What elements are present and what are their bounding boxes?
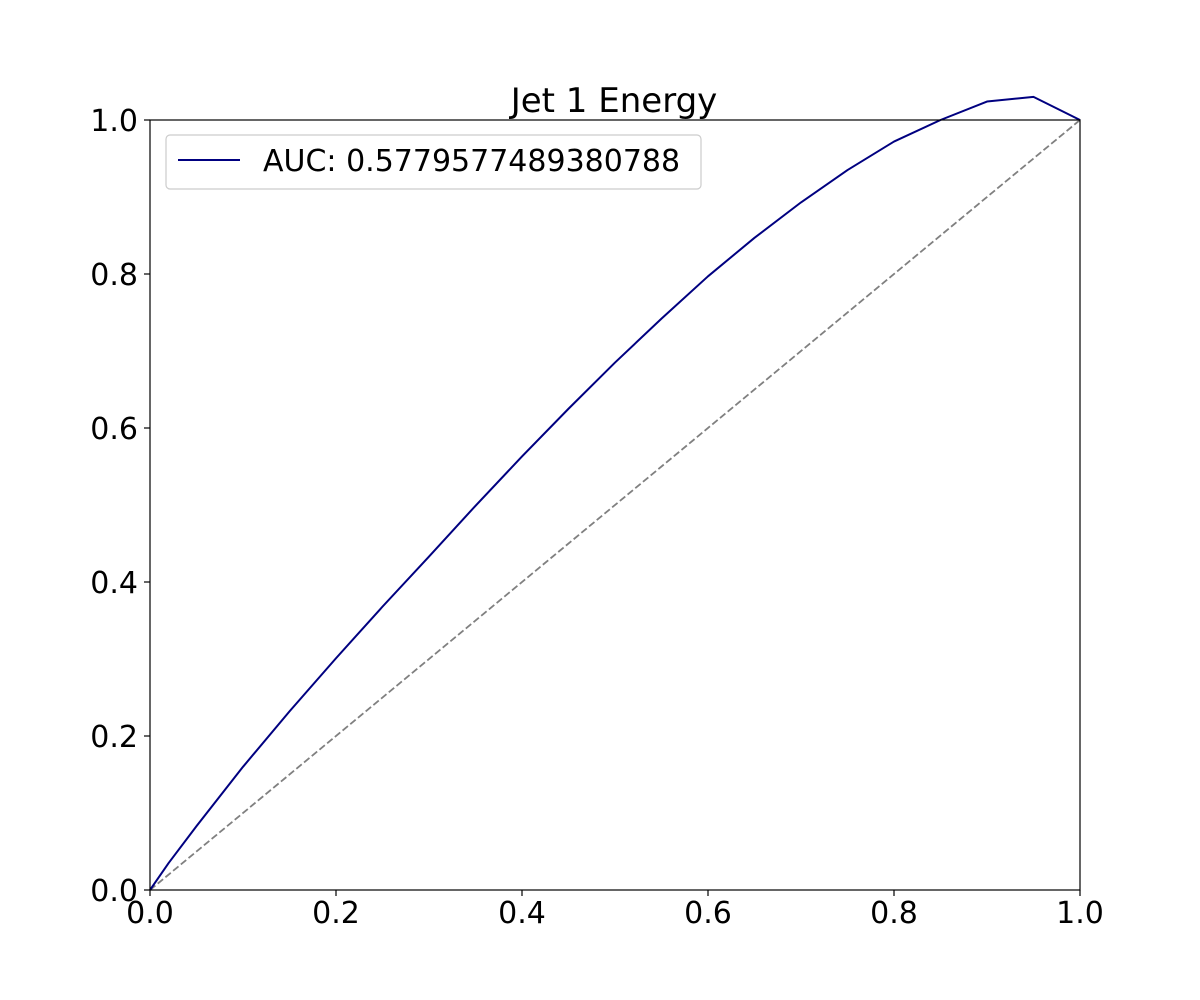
chance-diagonal-line — [149, 119, 1081, 891]
legend-box — [165, 134, 702, 190]
x-tick-label: 1.0 — [1056, 896, 1104, 931]
chart-title: Jet 1 Energy — [509, 81, 718, 121]
y-tick-label: 0.8 — [90, 258, 138, 293]
series-layer — [149, 95, 1081, 891]
plot-frame — [149, 119, 1081, 891]
legend: AUC: 0.5779577489380788 — [165, 134, 702, 190]
ticks-layer: 0.0 0.2 0.4 0.6 0.8 1.0 0.0 0.2 0.4 0.6 0.8 1.0 — [90, 104, 1104, 931]
y-tick-label: 0.2 — [90, 720, 138, 755]
roc-curve-line — [149, 95, 1081, 891]
y-tick-label: 1.0 — [90, 104, 138, 139]
x-tick-label: 0.0 — [126, 896, 174, 931]
x-tick-label: 0.8 — [870, 896, 918, 931]
x-tick-label: 0.2 — [312, 896, 360, 931]
legend-label: AUC: 0.5779577489380788 — [263, 144, 680, 179]
y-tick-label: 0.0 — [90, 874, 138, 909]
y-tick-label: 0.4 — [90, 566, 138, 601]
x-tick-label: 0.4 — [498, 896, 546, 931]
x-tick-label: 0.6 — [684, 896, 732, 931]
y-tick-label: 0.6 — [90, 412, 138, 447]
